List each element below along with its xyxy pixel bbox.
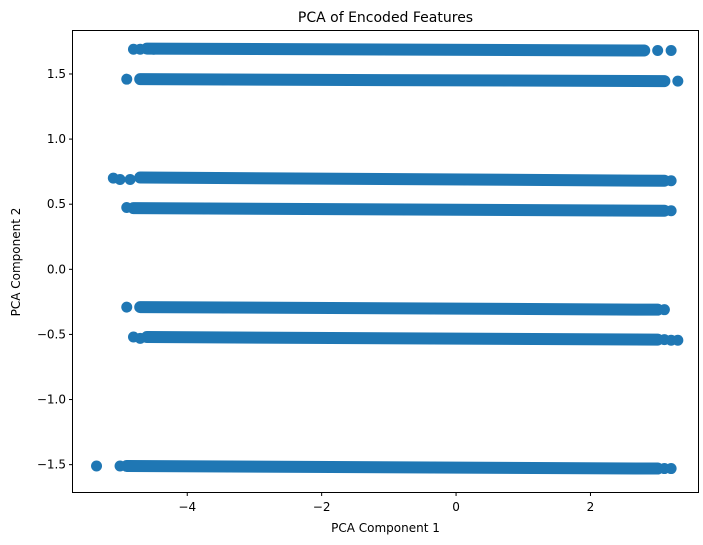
point-cluster-3 — [107, 171, 677, 187]
point-band — [134, 73, 671, 88]
x-tick-label: 0 — [452, 500, 460, 514]
point-cluster-1 — [127, 42, 677, 57]
point-cluster-2 — [121, 73, 684, 88]
chart-title: PCA of Encoded Features — [298, 10, 473, 26]
data-point — [134, 332, 146, 344]
data-point — [658, 304, 670, 316]
x-tick-label: 2 — [587, 500, 595, 514]
y-tick-label: 1.0 — [47, 132, 66, 146]
data-point — [652, 45, 664, 57]
data-point — [665, 175, 677, 187]
point-cluster-6 — [127, 331, 684, 346]
point-band — [140, 331, 664, 346]
x-tick-label: −2 — [313, 500, 331, 514]
data-point — [114, 460, 126, 472]
data-point — [121, 73, 133, 85]
data-point — [672, 334, 684, 346]
point-band — [134, 301, 664, 316]
y-tick-label: 0.5 — [47, 197, 66, 211]
y-tick-label: −1.5 — [37, 458, 66, 472]
x-axis-ticks: −4 −2 0 2 — [178, 492, 594, 514]
x-axis-label: PCA Component 1 — [331, 521, 440, 535]
y-tick-label: −0.5 — [37, 327, 66, 341]
y-axis-label: PCA Component 2 — [9, 208, 23, 317]
data-point — [148, 43, 160, 55]
y-tick-label: 0.0 — [47, 262, 66, 276]
data-point — [672, 75, 684, 87]
data-point — [665, 463, 677, 475]
y-axis-ticks: −1.5 −1.0 −0.5 0.0 0.5 1.0 1.5 — [37, 67, 73, 472]
data-point — [134, 43, 146, 55]
data-point — [124, 173, 136, 185]
data-point — [665, 205, 677, 217]
data-point — [121, 301, 133, 313]
data-point — [665, 45, 677, 57]
point-band — [120, 459, 664, 475]
point-band — [127, 202, 671, 217]
point-cluster-5 — [121, 301, 670, 316]
plot-frame — [72, 30, 699, 493]
y-tick-label: −1.0 — [37, 393, 66, 407]
y-tick-label: 1.5 — [47, 67, 66, 81]
data-point — [91, 460, 103, 472]
point-band — [140, 42, 651, 57]
point-band — [134, 171, 671, 187]
x-tick-label: −4 — [178, 500, 196, 514]
point-cluster-7 — [91, 459, 677, 475]
point-cluster-4 — [121, 201, 677, 217]
data-point — [114, 173, 126, 185]
scatter-points — [91, 42, 684, 475]
data-point — [121, 201, 133, 213]
